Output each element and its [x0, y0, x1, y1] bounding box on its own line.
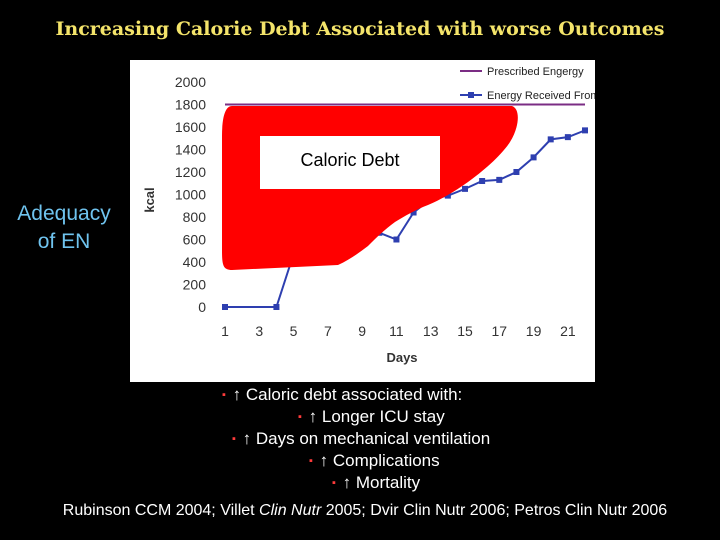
received-energy-point	[547, 136, 554, 143]
bullet-text: ↑ Longer ICU stay	[308, 407, 445, 426]
legend-prescribed-label: Prescribed Engergy	[487, 66, 584, 78]
slide-title: Increasing Calorie Debt Associated with …	[55, 18, 665, 40]
bullet-marker: ▪	[309, 455, 313, 467]
side-label: Adequacy of EN	[8, 200, 120, 256]
received-energy-point	[444, 192, 451, 199]
bullet-mortality: ▪ ↑ Mortality	[332, 473, 420, 493]
y-tick-label: 0	[198, 299, 206, 315]
reference-journal: Clin Nutr	[259, 502, 322, 519]
y-tick-label: 1000	[175, 187, 206, 203]
bullet-text: ↑ Caloric debt associated with:	[232, 385, 463, 404]
y-tick-label: 2000	[175, 74, 206, 90]
received-energy-point	[410, 209, 417, 216]
bullet-marker: ▪	[298, 411, 302, 423]
x-tick-label: 3	[255, 323, 263, 339]
x-tick-label: 13	[423, 323, 439, 339]
y-tick-label: 1800	[175, 97, 206, 113]
x-tick-label: 21	[560, 323, 576, 339]
references: Rubinson CCM 2004; Villet Clin Nutr 2005…	[0, 502, 720, 520]
received-energy-point	[582, 127, 588, 134]
y-axis-label: kcal	[142, 187, 157, 212]
received-energy-point	[513, 169, 520, 175]
x-tick-label: 19	[526, 323, 542, 339]
bullet-text: ↑ Days on mechanical ventilation	[242, 429, 491, 448]
caloric-debt-callout: Caloric Debt	[300, 150, 399, 170]
bullet-marker: ▪	[222, 389, 226, 401]
caloric-debt-callout-box	[260, 136, 440, 189]
x-tick-label: 7	[324, 323, 332, 339]
received-energy-point	[222, 304, 228, 310]
side-label-line1: Adequacy	[17, 202, 111, 225]
reference-text: 2005; Dvir Clin Nutr 2006; Petros Clin N…	[321, 502, 668, 519]
legend-received-marker	[468, 92, 474, 98]
bullet-caloric-debt: ▪ ↑ Caloric debt associated with:	[222, 385, 462, 405]
bullet-icu-stay: ▪ ↑ Longer ICU stay	[298, 407, 445, 427]
y-tick-label: 200	[183, 277, 207, 293]
bullet-complications: ▪ ↑ Complications	[309, 451, 440, 471]
received-energy-point	[462, 185, 468, 192]
x-tick-label: 5	[290, 323, 298, 339]
y-tick-label: 400	[183, 254, 207, 270]
y-tick-label: 1400	[175, 142, 206, 158]
received-energy-point	[496, 176, 503, 183]
bullet-text: ↑ Mortality	[342, 473, 421, 492]
bullet-marker: ▪	[232, 433, 236, 445]
y-tick-label: 1600	[175, 119, 206, 135]
reference-text: Rubinson CCM 2004; Villet	[62, 502, 260, 519]
y-tick-label: 1200	[175, 164, 206, 180]
y-tick-label: 600	[183, 232, 207, 248]
y-axis-ticks: 0 200 400 600 800 1000 1200 1400 1600 1800 2000	[175, 74, 206, 315]
bullet-mechanical-ventilation: ▪ ↑ Days on mechanical ventilation	[232, 429, 490, 449]
x-axis-label: Days	[386, 350, 417, 365]
x-tick-label: 11	[389, 323, 404, 339]
x-axis-ticks: 1 3 5 7 9 11 13 15 17 19 21	[221, 323, 576, 339]
x-tick-label: 1	[221, 323, 229, 339]
x-tick-label: 15	[457, 323, 473, 339]
y-tick-label: 800	[183, 209, 207, 225]
received-energy-point	[530, 154, 537, 161]
side-label-line2: of EN	[37, 230, 91, 253]
chart-legend: Prescribed Engergy Energy Received From …	[460, 66, 595, 102]
x-tick-label: 9	[358, 323, 366, 339]
legend-received-label: Energy Received From Enteral Feed	[487, 90, 595, 102]
received-energy-point	[393, 236, 400, 243]
bullet-marker: ▪	[332, 477, 336, 489]
x-tick-label: 17	[491, 323, 507, 339]
received-energy-point	[273, 304, 280, 310]
bullet-text: ↑ Complications	[319, 451, 440, 470]
received-energy-point	[479, 178, 486, 184]
received-energy-point	[564, 134, 571, 141]
